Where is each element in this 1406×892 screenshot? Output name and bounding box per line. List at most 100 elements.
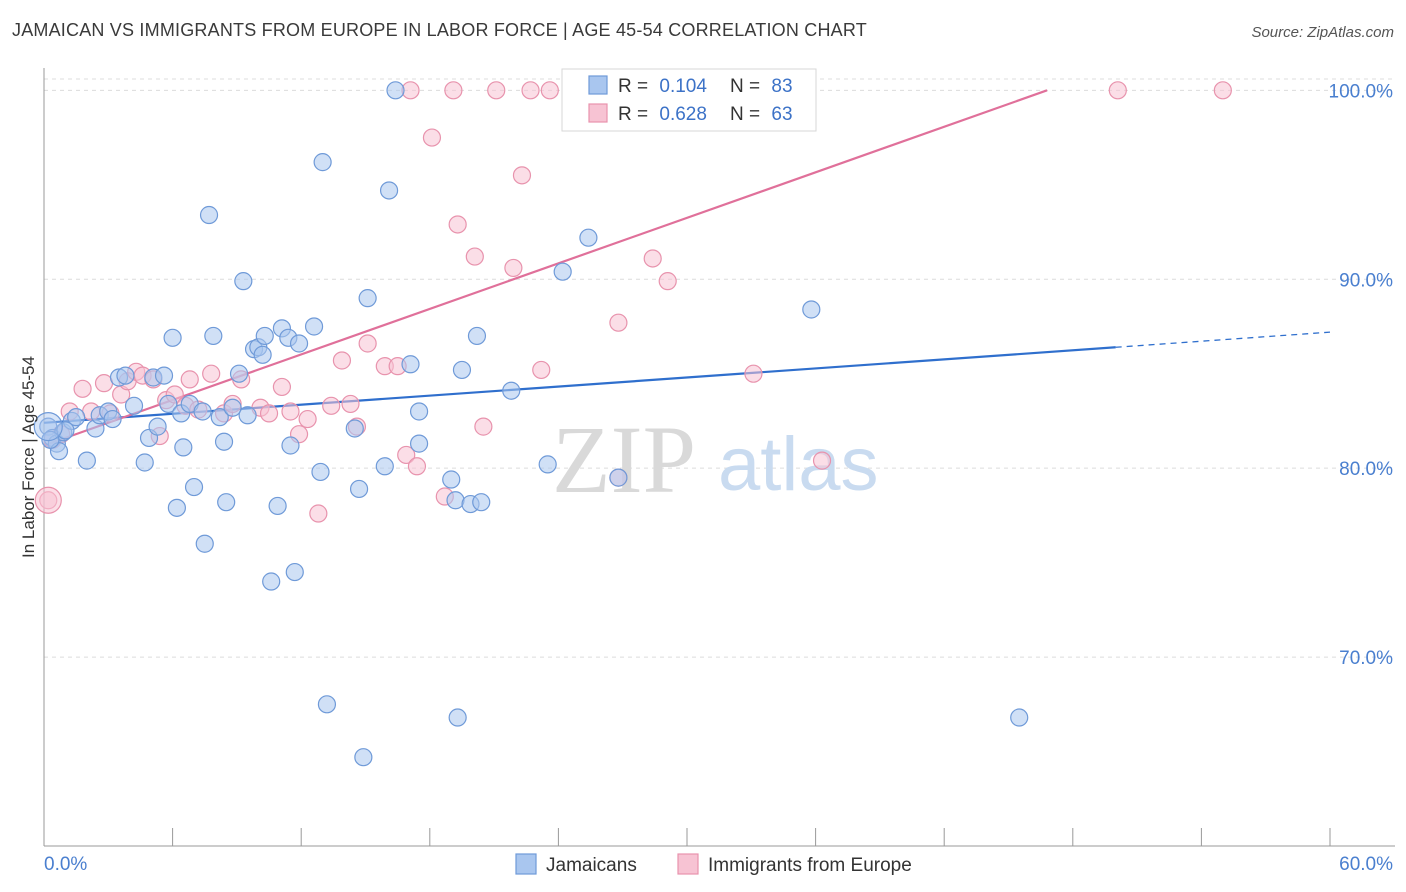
data-point-jamaicans bbox=[124, 396, 144, 415]
data-point-jamaicans bbox=[116, 366, 135, 385]
bottom-legend-label-jamaicans: Jamaicans bbox=[546, 855, 637, 876]
data-point-jamaicans bbox=[553, 262, 572, 281]
data-point-immigrants bbox=[259, 404, 279, 423]
data-point-jamaicans bbox=[386, 81, 405, 100]
series-immigrants-from-europe bbox=[34, 81, 1232, 523]
data-point-jamaicans bbox=[148, 417, 167, 436]
data-point-jamaicans bbox=[289, 334, 309, 353]
data-point-immigrants bbox=[1108, 81, 1127, 100]
legend-r-value-jamaicans: 0.104 bbox=[659, 76, 707, 97]
data-point-jamaicans bbox=[56, 421, 75, 440]
source-credit: Source: ZipAtlas.com bbox=[1251, 24, 1394, 41]
data-point-immigrants bbox=[180, 370, 199, 389]
data-point-jamaicans bbox=[103, 409, 122, 429]
data-point-immigrants bbox=[744, 364, 763, 383]
data-point-immigrants bbox=[298, 409, 317, 429]
data-point-jamaicans bbox=[41, 430, 60, 449]
data-point-jamaicans bbox=[379, 181, 399, 200]
watermark: ZIP atlas bbox=[552, 406, 879, 513]
data-point-jamaicans bbox=[311, 462, 330, 482]
gridlines bbox=[44, 78, 1395, 658]
svg-text:N = 63: N = 63 bbox=[730, 104, 793, 125]
data-point-immigrants bbox=[487, 81, 506, 100]
y-tick-label: 90.0% bbox=[1339, 270, 1393, 291]
watermark-atlas: atlas bbox=[718, 422, 879, 507]
data-point-immigrants bbox=[281, 402, 300, 421]
data-point-immigrants bbox=[474, 417, 493, 436]
data-point-jamaicans bbox=[409, 434, 429, 453]
y-tick-label: 70.0% bbox=[1339, 648, 1393, 669]
bottom-legend-label-immigrants: Immigrants from Europe bbox=[708, 855, 912, 876]
legend-n-label: N = bbox=[730, 76, 760, 97]
data-point-jamaicans bbox=[159, 394, 178, 414]
data-point-immigrants bbox=[465, 247, 484, 266]
data-point-immigrants bbox=[202, 364, 221, 383]
data-point-jamaicans bbox=[67, 408, 86, 427]
watermark-zip: ZIP bbox=[552, 406, 696, 513]
data-point-jamaicans bbox=[538, 455, 557, 474]
data-point-jamaicans bbox=[268, 496, 287, 516]
data-point-immigrants bbox=[407, 457, 427, 476]
data-point-jamaicans bbox=[409, 402, 429, 421]
data-point-jamaicans bbox=[446, 491, 465, 510]
data-point-immigrants bbox=[504, 258, 523, 278]
data-point-jamaicans-large bbox=[33, 412, 63, 442]
data-point-jamaicans bbox=[193, 402, 212, 421]
bottom-legend: Jamaicans Immigrants from Europe bbox=[515, 853, 912, 876]
data-point-immigrants bbox=[609, 313, 628, 332]
data-point-jamaicans bbox=[448, 708, 467, 727]
data-point-immigrants bbox=[1213, 81, 1232, 100]
trendline-jamaicans-extension bbox=[1115, 331, 1331, 348]
data-point-jamaicans bbox=[229, 364, 249, 383]
series-jamaicans bbox=[33, 81, 1029, 767]
legend-swatch-immigrants bbox=[588, 103, 608, 123]
data-point-immigrants bbox=[422, 128, 442, 147]
bottom-legend-swatch-immigrants bbox=[677, 853, 699, 875]
data-point-jamaicans bbox=[472, 493, 491, 512]
data-point-jamaicans bbox=[354, 748, 373, 767]
data-point-jamaicans bbox=[223, 398, 242, 417]
legend-r-label: R = bbox=[618, 104, 648, 125]
data-point-jamaicans bbox=[154, 366, 174, 385]
data-point-jamaicans bbox=[195, 534, 214, 553]
data-point-jamaicans bbox=[317, 695, 337, 714]
data-point-jamaicans bbox=[135, 453, 154, 472]
data-point-immigrants bbox=[532, 360, 551, 380]
data-point-jamaicans bbox=[210, 408, 229, 427]
data-point-jamaicans bbox=[442, 470, 461, 489]
data-point-immigrants bbox=[540, 81, 559, 100]
data-point-jamaicans bbox=[285, 562, 304, 582]
data-point-jamaicans bbox=[304, 317, 324, 336]
data-point-jamaicans bbox=[234, 272, 253, 291]
data-point-jamaicans bbox=[401, 355, 420, 374]
data-point-jamaicans bbox=[174, 438, 193, 457]
data-point-immigrants bbox=[272, 377, 292, 397]
svg-text:R = 0.628: R = 0.628 bbox=[618, 104, 707, 125]
data-point-immigrants bbox=[812, 451, 832, 470]
data-point-jamaicans bbox=[1010, 708, 1029, 727]
data-point-immigrants bbox=[322, 396, 341, 415]
data-point-jamaicans bbox=[255, 326, 274, 346]
data-point-jamaicans bbox=[345, 419, 364, 438]
data-point-jamaicans bbox=[609, 468, 628, 487]
legend-r-value-immigrants: 0.628 bbox=[659, 104, 707, 125]
legend-n-label: N = bbox=[730, 104, 760, 125]
svg-text:R = 0.104: R = 0.104 bbox=[618, 76, 707, 97]
data-point-immigrants bbox=[643, 249, 662, 268]
svg-text:N = 83: N = 83 bbox=[730, 76, 793, 97]
legend: R = 0.104 N = 83 R = 0.628 N = 63 bbox=[561, 68, 817, 132]
data-point-jamaicans bbox=[204, 326, 223, 346]
data-point-jamaicans bbox=[163, 328, 182, 347]
data-point-jamaicans bbox=[802, 300, 821, 319]
data-point-immigrants bbox=[448, 215, 467, 234]
data-point-jamaicans bbox=[184, 477, 204, 497]
bottom-legend-swatch-jamaicans bbox=[515, 853, 537, 875]
data-point-jamaicans bbox=[375, 457, 394, 476]
data-point-immigrants bbox=[397, 445, 416, 465]
data-point-jamaicans bbox=[281, 436, 300, 455]
data-point-jamaicans bbox=[313, 153, 332, 172]
trend-lines bbox=[43, 89, 1331, 447]
axes bbox=[43, 68, 1395, 847]
legend-n-value-jamaicans: 83 bbox=[771, 76, 792, 97]
